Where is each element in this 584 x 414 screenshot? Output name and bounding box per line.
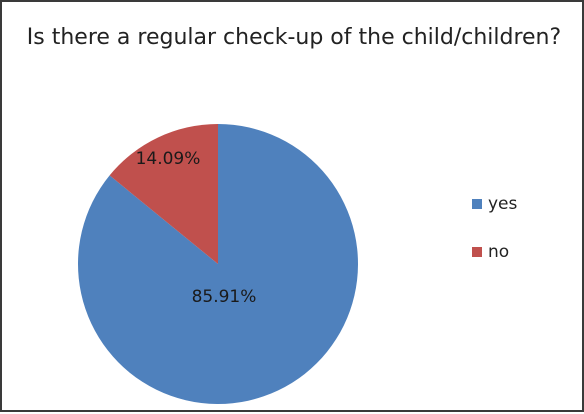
legend-item-yes: yes [472,192,517,216]
pie-slice-yes [77,124,358,404]
chart-title: Is there a regular check-up of the child… [26,25,562,50]
pie-slice-no [109,124,218,264]
data-label-yes: 85.91% [192,287,257,307]
legend-swatch-no [472,247,482,257]
legend-swatch-yes [472,199,482,209]
legend-label-yes: yes [488,194,518,214]
legend-item-no: no [472,240,517,264]
data-label-no: 14.09% [136,149,201,169]
legend: yes no [472,192,517,288]
legend-label-no: no [488,242,510,262]
